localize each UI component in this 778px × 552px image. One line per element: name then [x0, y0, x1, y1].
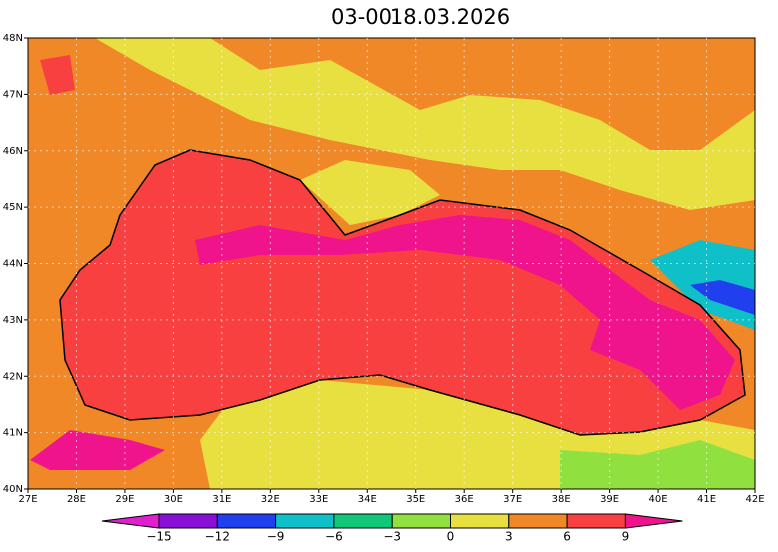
y-tick-label: 41N [3, 428, 23, 439]
warm-patch [30, 430, 165, 470]
x-tick-label: 40E [649, 494, 668, 505]
date-label: 18.03.2026 [390, 5, 510, 29]
colorbar-box [158, 513, 218, 529]
colorbar-label: −3 [383, 530, 401, 544]
colorbar-label: −12 [205, 530, 230, 544]
warm-patch [40, 55, 75, 95]
x-tick-label: 30E [164, 494, 183, 505]
x-tick-label: 29E [115, 494, 134, 505]
colorbar-box [450, 513, 510, 529]
x-tick-label: 31E [212, 494, 231, 505]
colorbar-box [216, 513, 277, 529]
warm-patch [300, 160, 440, 225]
y-tick-label: 44N [3, 259, 23, 270]
x-tick-label: 37E [503, 494, 522, 505]
colorbar-arrow [624, 513, 683, 529]
y-tick-label: 48N [3, 33, 23, 44]
colorbar-label: 9 [622, 530, 630, 544]
x-tick-label: 33E [309, 494, 328, 505]
y-tick-label: 45N [3, 202, 23, 213]
y-tick-label: 40N [3, 484, 23, 495]
warm-patch [95, 38, 755, 210]
x-tick-label: 39E [600, 494, 619, 505]
x-tick-label: 34E [358, 494, 377, 505]
y-tick-label: 47N [3, 89, 23, 100]
colorbar-label: 6 [563, 530, 571, 544]
colorbar-box [391, 513, 452, 529]
cool-patch [690, 280, 755, 315]
colorbar-label: −9 [267, 530, 285, 544]
colorbar-box [508, 513, 568, 529]
x-tick-label: 27E [18, 494, 37, 505]
colorbar-label: −15 [146, 530, 171, 544]
x-tick-label: 36E [455, 494, 474, 505]
x-tick-label: 32E [261, 494, 280, 505]
x-tick-label: 28E [67, 494, 86, 505]
x-tick-label: 41E [697, 494, 716, 505]
black-sea [59, 149, 746, 436]
colorbar-label: 0 [447, 530, 455, 544]
x-tick-label: 38E [552, 494, 571, 505]
colorbar-box [275, 513, 335, 529]
colorbar-arrow [101, 513, 160, 529]
x-tick-label: 42E [745, 494, 764, 505]
colorbar-box [333, 513, 393, 529]
y-tick-label: 46N [3, 146, 23, 157]
y-tick-label: 42N [3, 371, 23, 382]
time-label: 03-00 [331, 5, 392, 29]
y-tick-label: 43N [3, 315, 23, 326]
x-tick-label: 35E [406, 494, 425, 505]
colorbar-box [566, 513, 626, 529]
colorbar-label: 3 [505, 530, 513, 544]
colorbar-label: −6 [325, 530, 343, 544]
